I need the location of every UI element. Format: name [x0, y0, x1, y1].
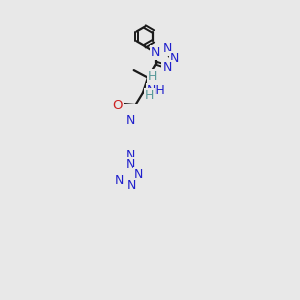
Text: N: N	[127, 179, 136, 192]
Text: H: H	[148, 70, 158, 83]
Text: N: N	[126, 149, 135, 163]
Text: O: O	[112, 99, 123, 112]
Text: N: N	[162, 61, 172, 74]
Text: N: N	[125, 158, 135, 171]
Text: N: N	[134, 169, 143, 182]
Text: N: N	[125, 114, 135, 127]
Text: NH: NH	[147, 84, 165, 97]
Text: N: N	[115, 174, 124, 187]
Text: N: N	[162, 42, 172, 55]
Text: N: N	[169, 52, 179, 65]
Text: H: H	[145, 89, 154, 102]
Text: N: N	[151, 46, 160, 59]
